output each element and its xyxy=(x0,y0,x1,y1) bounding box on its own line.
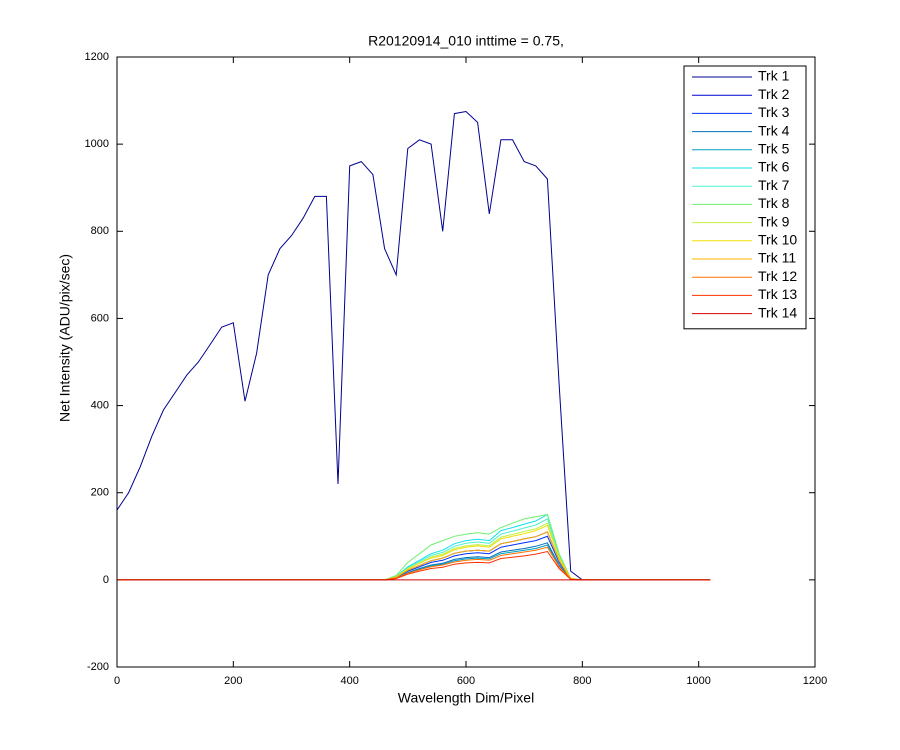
legend-label: Trk 4 xyxy=(758,122,790,138)
legend-label: Trk 6 xyxy=(758,159,790,175)
y-tick-label: 400 xyxy=(91,399,109,411)
legend-box xyxy=(683,65,807,330)
y-tick-label: 200 xyxy=(91,487,109,499)
legend-label: Trk 14 xyxy=(758,304,797,320)
y-tick-label: 800 xyxy=(91,225,109,237)
legend-label: Trk 8 xyxy=(758,195,790,211)
x-tick-label: 600 xyxy=(457,675,475,687)
x-tick-label: 800 xyxy=(573,675,591,687)
legend-label: Trk 1 xyxy=(758,68,790,84)
legend-label: Trk 11 xyxy=(758,250,796,266)
y-tick-label: -200 xyxy=(87,661,109,673)
legend-label: Trk 12 xyxy=(758,268,797,284)
legend-label: Trk 13 xyxy=(758,286,797,302)
x-tick-label: 1200 xyxy=(803,675,827,687)
axes-box xyxy=(116,56,816,668)
legend-label: Trk 5 xyxy=(758,141,790,157)
y-tick-label: 600 xyxy=(91,312,109,324)
legend-label: Trk 2 xyxy=(758,86,790,102)
y-tick-label: 1000 xyxy=(85,138,109,150)
legend-label: Trk 3 xyxy=(758,104,790,120)
y-tick-label: 1200 xyxy=(85,51,109,63)
legend-label: Trk 7 xyxy=(758,177,790,193)
legend-label: Trk 10 xyxy=(758,232,797,248)
x-tick-label: 200 xyxy=(224,675,242,687)
chart-title: R20120914_010 inttime = 0.75, xyxy=(368,33,564,49)
plot-area: 0 200 400 600 800 1000 1200 -200 0 200 400 600 800 10… xyxy=(85,51,828,687)
y-tick-label: 0 xyxy=(103,574,109,586)
legend-label: Trk 9 xyxy=(758,213,790,229)
x-tick-label: 0 xyxy=(114,675,120,687)
x-tick-label: 1000 xyxy=(686,675,710,687)
x-axis-label: Wavelength Dim/Pixel xyxy=(398,690,534,706)
y-axis-label: Net Intensity (ADU/pix/sec) xyxy=(57,254,73,422)
x-tick-label: 400 xyxy=(340,675,358,687)
